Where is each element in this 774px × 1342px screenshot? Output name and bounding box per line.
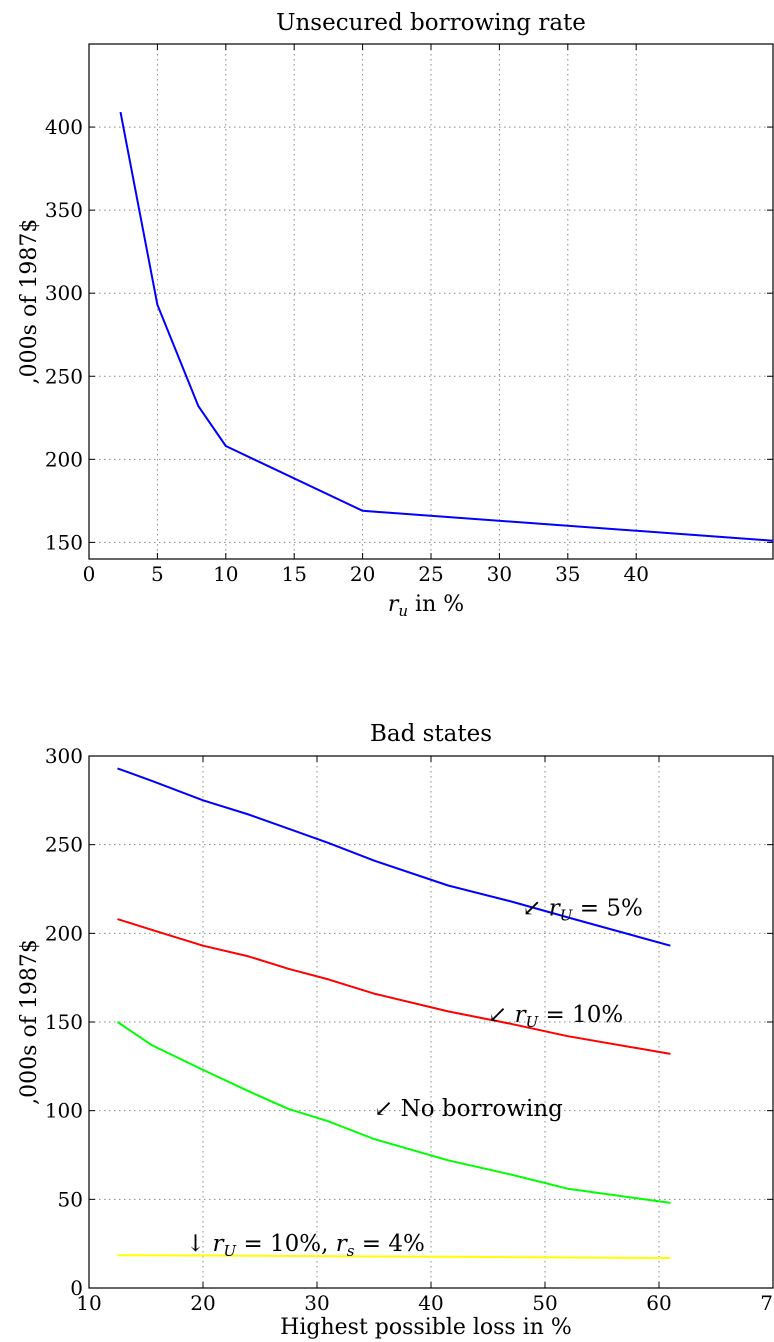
y-tick-label: 50 [58, 1187, 83, 1211]
y-tick-label: 350 [45, 198, 83, 222]
y-tick-label: 150 [45, 530, 83, 554]
annotation-2: ↙ rU = 10% [488, 1002, 623, 1031]
annotation-sub: U [223, 1242, 237, 1260]
y-tick-label: 250 [45, 833, 83, 857]
chart-1: 0 5 10 15 20 25 30 35 40 150 200 250 300 350 400 Unsecu… [17, 10, 774, 620]
y-tick-label: 100 [45, 1099, 83, 1123]
y-tick-label: 400 [45, 115, 83, 139]
y-tick-label: 0 [70, 1276, 83, 1300]
x-tick-label: 20 [190, 1291, 215, 1315]
annotation-arrow: ↙ [488, 1002, 515, 1028]
x-tick-label: 70 [760, 1291, 774, 1315]
x-tick-label: 30 [487, 562, 512, 586]
annotation-4: ↓ rU = 10%, rs = 4% [186, 1231, 425, 1260]
series-line-4 [117, 1254, 671, 1259]
annotation-sub: U [560, 907, 574, 925]
series-line-1 [119, 111, 774, 542]
y-axis-label: ,000s of 1987$ [17, 219, 42, 385]
annotation-arrow: ↙ [374, 1096, 401, 1122]
y-tick-label: 250 [45, 364, 83, 388]
series-line-2 [117, 918, 671, 1055]
y-tick-label: 200 [45, 921, 83, 945]
annotation-1: ↙ rU = 5% [522, 896, 643, 925]
x-tick-label: 40 [623, 562, 648, 586]
annotation-var: r [515, 1002, 528, 1028]
annotation-var: r [549, 896, 562, 922]
series-line-1 [117, 767, 671, 947]
x-tick-label: 0 [83, 562, 96, 586]
y-tick-label: 150 [45, 1010, 83, 1034]
annotation-arrow: ↙ [522, 896, 549, 922]
annotation-var: r [212, 1231, 225, 1257]
annotation-text: = 4% [354, 1231, 424, 1257]
annotation-text: = 5% [572, 896, 642, 922]
x-tick-label: 30 [304, 1291, 329, 1315]
x-axis-label: ru in % [388, 592, 464, 620]
y-tick-label: 300 [45, 281, 83, 305]
x-tick-label: 20 [350, 562, 375, 586]
plot-frame [88, 43, 774, 560]
annotation-arrow: ↓ [186, 1231, 213, 1257]
annotation-var: r [336, 1231, 349, 1257]
annotation-sub: s [347, 1242, 355, 1260]
y-tick-label: 200 [45, 447, 83, 471]
annotation-3: ↙ No borrowing [374, 1096, 563, 1122]
x-tick-label: 5 [151, 562, 164, 586]
x-tick-label: 10 [213, 562, 238, 586]
annotation-text: = 10%, [236, 1231, 336, 1257]
x-tick-label: 35 [555, 562, 580, 586]
series-line-3 [116, 1021, 671, 1204]
x-tick-label: 10 [76, 1291, 101, 1315]
x-tick-label: 60 [646, 1291, 671, 1315]
annotation-text: = 10% [538, 1002, 623, 1028]
annotation-text: No borrowing [401, 1096, 564, 1122]
x-axis-label: Highest possible loss in % [280, 1315, 572, 1340]
x-axis-label-sub: u [398, 602, 408, 620]
x-tick-label: 40 [418, 1291, 443, 1315]
chart-title: Unsecured borrowing rate [276, 10, 586, 36]
y-axis-label: ,000s of 1987$ [17, 939, 42, 1105]
x-axis-label-var: r [388, 592, 400, 617]
x-tick-label: 50 [532, 1291, 557, 1315]
x-tick-label: 15 [281, 562, 306, 586]
x-tick-label: 25 [418, 562, 443, 586]
chart-2: 10 20 30 40 50 60 70 0 50 100 150 200 250 300 Bad stat… [17, 721, 774, 1340]
x-axis-label-rest: in % [408, 592, 464, 617]
annotation-sub: U [526, 1013, 540, 1031]
chart-title: Bad states [370, 721, 492, 747]
y-tick-label: 300 [45, 744, 83, 768]
